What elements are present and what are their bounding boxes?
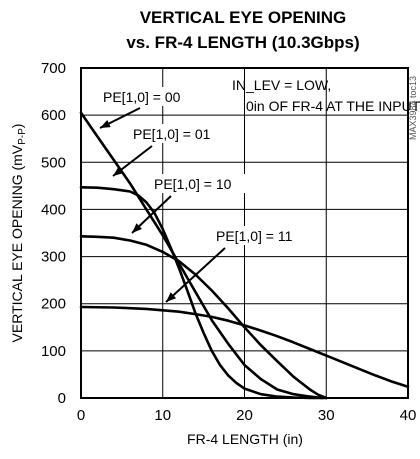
y-tick-label: 200: [41, 296, 66, 313]
y-axis-label: VERTICAL EYE OPENING (mVP-P): [9, 124, 28, 343]
series-line-pe-1: [79, 186, 328, 400]
curve-label-arrowhead: [100, 120, 111, 128]
curve-label-bg: [212, 226, 318, 245]
y-tick-label: 700: [41, 60, 66, 77]
curve-label-arrowhead: [166, 292, 177, 302]
x-tick-label: 30: [318, 407, 335, 424]
series-line-pe-2: [79, 235, 328, 400]
chart-title-line1: VERTICAL EYE OPENING: [140, 8, 347, 27]
curve-label-pe-1: PE[1,0] = 01: [133, 126, 211, 142]
y-tick-label: 400: [41, 201, 66, 218]
curve-label-pe-3: PE[1,0] = 11: [216, 228, 293, 244]
chart-title-line2: vs. FR-4 LENGTH (10.3Gbps): [126, 33, 359, 52]
curve-label-arrow: [165, 247, 226, 303]
curve-label-bg: [150, 174, 256, 193]
y-axis-label-end: ): [9, 124, 25, 129]
x-tick-label: 20: [236, 407, 253, 424]
y-tick-labels: 0 100 200 300 400 500 600 700: [41, 60, 66, 407]
curve-label-arrowhead: [113, 166, 124, 176]
figure-code: MAX3984 toc13: [408, 76, 418, 140]
y-tick-label: 300: [41, 249, 66, 266]
x-tick-label: 10: [154, 407, 171, 424]
y-axis-label-main: VERTICAL EYE OPENING (mV: [9, 144, 25, 342]
grid: [81, 68, 408, 398]
plot-frame: [80, 67, 409, 399]
y-tick-label: 600: [41, 107, 66, 124]
curve-label-pe-2: PE[1,0] = 10: [154, 176, 232, 192]
y-tick-label: 100: [41, 343, 66, 360]
x-axis-label: FR-4 LENGTH (in): [187, 431, 303, 447]
curve-label-arrowhead: [132, 223, 142, 233]
y-tick-label: 0: [58, 390, 66, 407]
x-tick-label: 0: [77, 407, 85, 424]
curve-label-bg: [96, 87, 202, 106]
curve-label-bg: [128, 124, 234, 143]
curve-labels: PE[1,0] = 00 PE[1,0] = 01 PE[1,0] = 10 PE[1…: [96, 87, 318, 303]
x-tick-labels: 0 10 20 30 40: [77, 407, 417, 424]
x-tick-label: 40: [400, 407, 417, 424]
series-line-pe-0: [79, 111, 324, 400]
condition-note-line2: 0in OF FR-4 AT THE INPUT: [246, 98, 420, 114]
y-axis-label-sub: P-P: [17, 128, 28, 145]
y-tick-label: 500: [41, 154, 66, 171]
condition-note-line1: IN_LEV = LOW,: [232, 77, 331, 93]
curve-label-pe-0: PE[1,0] = 00: [103, 89, 181, 105]
series-line-pe-3: [79, 305, 410, 388]
